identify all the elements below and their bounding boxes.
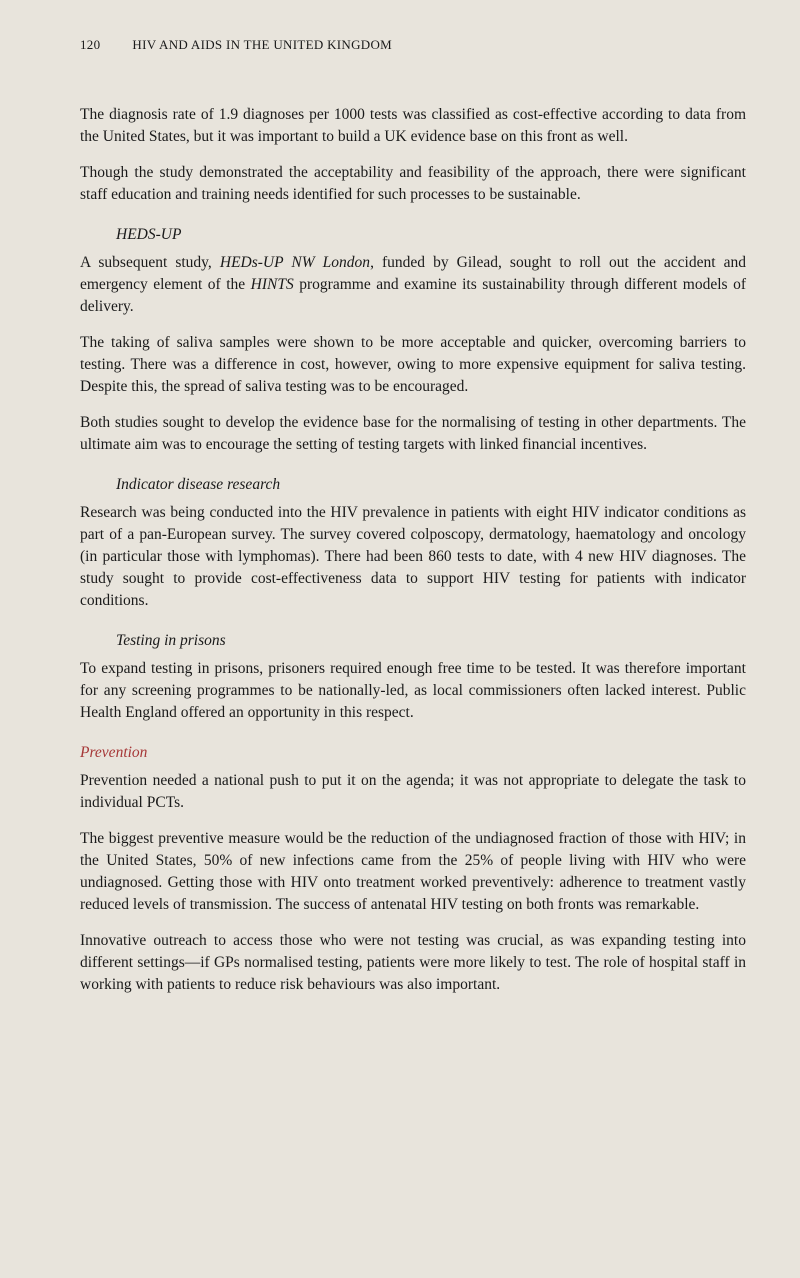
page-header: 120 HIV AND AIDS IN THE UNITED KINGDOM — [80, 36, 746, 54]
heading-prisons: Testing in prisons — [116, 630, 746, 652]
paragraph-3b-italic: HEDs-UP NW London — [220, 254, 370, 271]
paragraph-3: A subsequent study, HEDs-UP NW London, f… — [80, 252, 746, 318]
paragraph-3a: A subsequent study, — [80, 254, 220, 271]
heading-indicator: Indicator disease research — [116, 474, 746, 496]
paragraph-8: Prevention needed a national push to put… — [80, 770, 746, 814]
paragraph-2: Though the study demonstrated the accept… — [80, 162, 746, 206]
heading-heds-up: HEDS-UP — [116, 224, 746, 246]
paragraph-9: The biggest preventive measure would be … — [80, 828, 746, 916]
paragraph-5: Both studies sought to develop the evide… — [80, 412, 746, 456]
header-title: HIV AND AIDS IN THE UNITED KINGDOM — [132, 36, 392, 54]
paragraph-4: The taking of saliva samples were shown … — [80, 332, 746, 398]
paragraph-10: Innovative outreach to access those who … — [80, 930, 746, 996]
paragraph-6: Research was being conducted into the HI… — [80, 502, 746, 612]
paragraph-7: To expand testing in prisons, prisoners … — [80, 658, 746, 724]
paragraph-1: The diagnosis rate of 1.9 diagnoses per … — [80, 104, 746, 148]
heading-prevention: Prevention — [80, 742, 746, 764]
page-number: 120 — [80, 36, 100, 54]
paragraph-3d-italic: HINTS — [251, 276, 294, 293]
